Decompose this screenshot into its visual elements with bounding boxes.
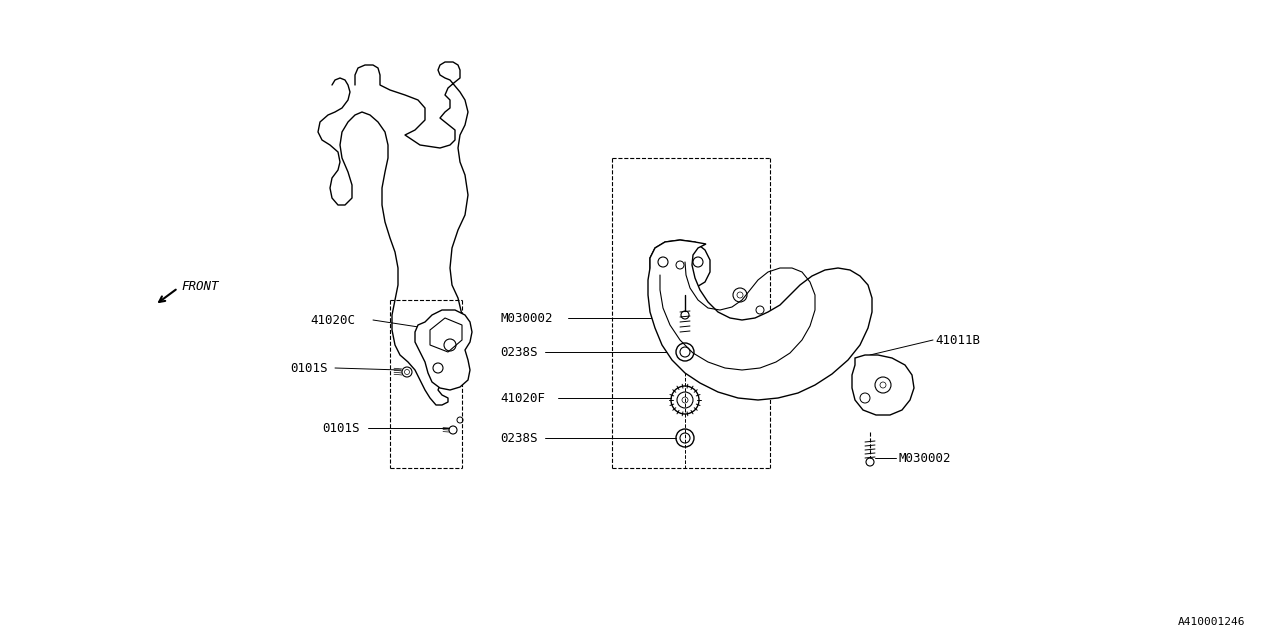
Text: 41020C: 41020C — [310, 314, 355, 326]
Polygon shape — [430, 318, 462, 352]
Polygon shape — [648, 240, 872, 400]
Polygon shape — [650, 240, 710, 290]
Text: 0238S: 0238S — [500, 431, 538, 445]
Text: 41011B: 41011B — [934, 333, 980, 346]
Text: 0101S: 0101S — [323, 422, 360, 435]
Text: FRONT: FRONT — [180, 280, 219, 292]
Text: A410001246: A410001246 — [1178, 617, 1245, 627]
Text: M030002: M030002 — [500, 312, 553, 324]
Text: 0101S: 0101S — [291, 362, 328, 374]
Text: 41020F: 41020F — [500, 392, 545, 404]
Text: 0238S: 0238S — [500, 346, 538, 358]
Text: M030002: M030002 — [899, 451, 951, 465]
Polygon shape — [852, 355, 914, 415]
Polygon shape — [415, 310, 472, 390]
